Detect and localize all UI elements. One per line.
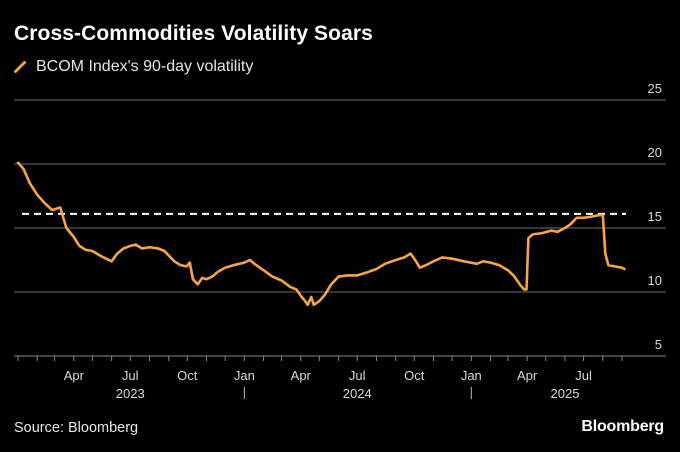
x-tick-label: Oct <box>177 368 198 383</box>
x-year-label: 2024 <box>343 386 372 401</box>
x-tick-label: Oct <box>404 368 425 383</box>
y-tick-label: 20 <box>648 145 662 160</box>
x-tick-label: Jul <box>122 368 139 383</box>
x-tick-label: Apr <box>291 368 312 383</box>
x-tick-label: Jul <box>575 368 592 383</box>
y-tick-label: 15 <box>648 209 662 224</box>
y-tick-label: 10 <box>648 273 662 288</box>
x-tick-label: Jan <box>234 368 255 383</box>
y-tick-label: 5 <box>655 337 662 352</box>
x-year-label: 2023 <box>116 386 145 401</box>
x-tick-label: Apr <box>517 368 538 383</box>
brand-logo: Bloomberg <box>581 418 664 435</box>
y-tick-label: 25 <box>648 81 662 96</box>
series-layer <box>16 161 626 307</box>
x-axis: Apr Jul Oct Jan Apr Jul Oct Jan Apr Jul 2023 2024 20… <box>17 356 623 401</box>
x-year-label: 2025 <box>551 386 580 401</box>
legend-swatch-icon <box>14 61 26 73</box>
legend: BCOM Index's 90-day volatility <box>14 58 253 76</box>
grid-layer: 5 10 15 20 25 <box>14 81 666 357</box>
x-tick-label: Apr <box>64 368 85 383</box>
source-note: Source: Bloomberg <box>14 420 139 436</box>
legend-label: BCOM Index's 90-day volatility <box>36 58 254 75</box>
x-tick-label: Jan <box>461 368 482 383</box>
series-line <box>16 161 626 307</box>
x-tick-label: Jul <box>349 368 366 383</box>
chart-title: Cross-Commodities Volatility Soars <box>14 22 373 45</box>
